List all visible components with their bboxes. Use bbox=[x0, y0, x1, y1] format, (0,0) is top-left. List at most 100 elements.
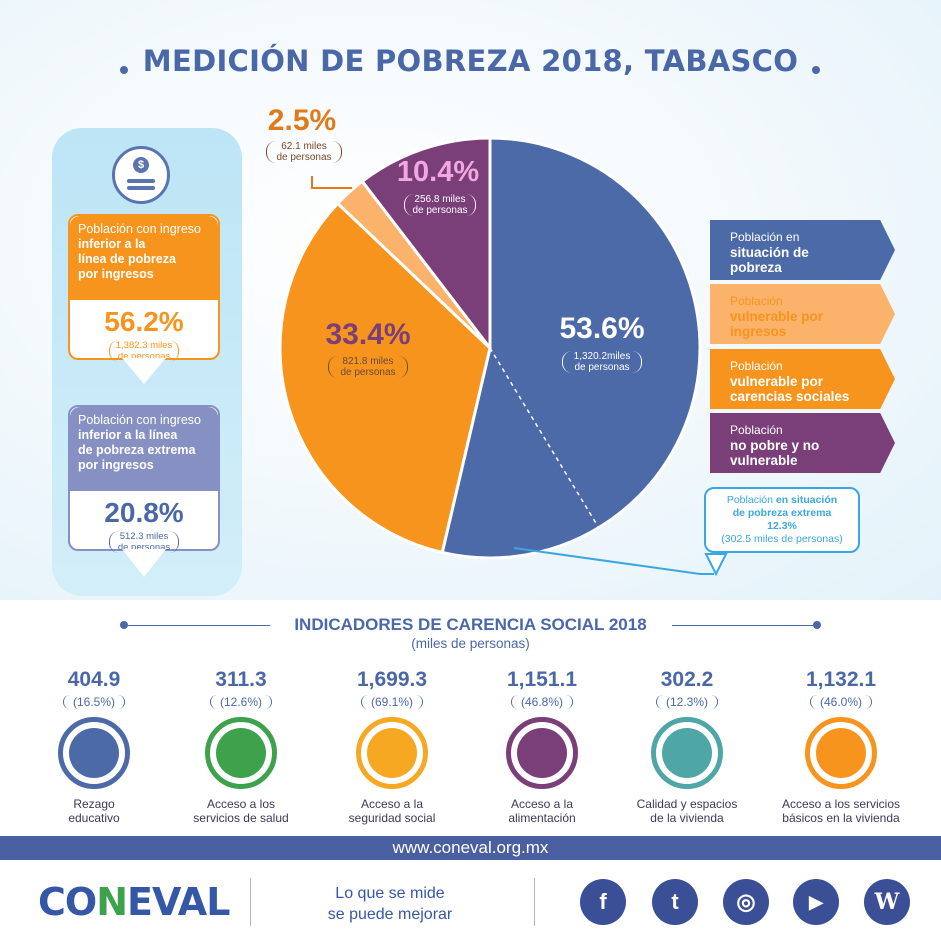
pencil-icon bbox=[58, 717, 130, 789]
instagram-icon[interactable]: ◎ bbox=[723, 879, 769, 925]
pie-slice-poverty bbox=[440, 136, 702, 560]
card-text: Población con ingreso bbox=[78, 222, 201, 236]
indicator-pct: (12.6%) bbox=[210, 695, 272, 709]
legend-text: no pobre y no bbox=[730, 438, 820, 453]
slice-sub-carencias: 821.8 miles de personas bbox=[328, 356, 408, 378]
indicator-name-text: Calidad y espacios bbox=[636, 797, 738, 811]
legend-item-vulnerable-ingresos: Población vulnerable por ingresos bbox=[710, 284, 895, 344]
coneval-logo: CONEVAL bbox=[38, 880, 230, 924]
wordpress-icon[interactable]: W bbox=[864, 879, 910, 925]
indicator-name-text: Acceso a la bbox=[510, 797, 574, 811]
slice-sub-no-pobre: 256.8 miles de personas bbox=[404, 194, 476, 216]
indicator-name: Acceso a los servicios básicos en la vivi… bbox=[766, 797, 916, 825]
card-text: de pobreza extrema bbox=[78, 443, 196, 457]
count-text: 512.3 miles bbox=[119, 531, 169, 542]
slogan: Lo que se mide se puede mejorar bbox=[290, 883, 490, 925]
slice-sub-text: 62.1 miles bbox=[281, 141, 327, 152]
indicators-rule-right bbox=[672, 625, 814, 626]
callout-tail bbox=[704, 553, 728, 577]
indicator-name: Rezago educativo bbox=[19, 797, 169, 825]
indicator-vivienda: 302.2 (12.3%) Calidad y espacios de la vi… bbox=[612, 668, 762, 825]
extreme-text: en situación bbox=[775, 494, 838, 506]
indicator-pct: (69.1%) bbox=[361, 695, 423, 709]
slice-label-carencias: 33.4% bbox=[325, 318, 411, 351]
legend-text: ingresos bbox=[730, 324, 787, 339]
indicators-title: INDICADORES DE CARENCIA SOCIAL 2018 bbox=[294, 615, 647, 634]
indicators-dot-right bbox=[813, 621, 821, 629]
coin-stack-bar bbox=[127, 186, 155, 190]
income-poverty-card: Población con ingreso inferior a la líne… bbox=[68, 214, 220, 362]
title-dot-right bbox=[812, 66, 820, 74]
indicator-name-text: Rezago bbox=[73, 797, 115, 811]
coin-stack-bar bbox=[127, 179, 155, 183]
indicator-name-text: servicios de salud bbox=[193, 811, 289, 825]
legend-text: Población en bbox=[730, 230, 800, 244]
logo-text: CO bbox=[38, 880, 97, 924]
card-text: por ingresos bbox=[78, 267, 154, 281]
slice-sub-text: de personas bbox=[276, 152, 332, 163]
indicator-rezago-educativo: 404.9 (16.5%) Rezago educativo bbox=[19, 668, 169, 825]
slice-label-poverty: 53.6% bbox=[559, 312, 645, 345]
indicator-value: 404.9 bbox=[67, 668, 121, 691]
legend-item-vulnerable-carencias: Población vulnerable por carencias socia… bbox=[710, 349, 895, 409]
legend-text: Población bbox=[730, 294, 783, 308]
logo-text: EVAL bbox=[127, 880, 230, 924]
extreme-text: Población bbox=[726, 494, 773, 506]
extreme-income-poverty-pct: 20.8% bbox=[104, 497, 184, 528]
card-text: línea de pobreza bbox=[78, 252, 176, 266]
twitter-icon[interactable]: t bbox=[652, 879, 698, 925]
slice-sub-text: de personas bbox=[574, 362, 630, 373]
slice-sub-text: 1,320.2miles bbox=[573, 351, 631, 362]
icon-fill bbox=[517, 728, 567, 778]
indicator-value: 1,151.1 bbox=[506, 668, 578, 691]
ingresos-label-leader bbox=[311, 176, 352, 189]
legend-text: pobreza bbox=[730, 260, 782, 275]
legend-item-poverty: Población en situación de pobreza bbox=[710, 220, 895, 280]
pie-slice-carencias bbox=[278, 201, 492, 555]
extreme-income-poverty-count: 512.3 miles de personas bbox=[109, 531, 179, 553]
indicator-name: Acceso a los servicios de salud bbox=[166, 797, 316, 825]
indicator-name-text: alimentación bbox=[508, 811, 576, 825]
website-link[interactable]: www.coneval.org.mx bbox=[0, 836, 941, 860]
extreme-line2: de pobreza extrema bbox=[732, 507, 832, 519]
indicator-name-text: básicos en la vivienda bbox=[782, 811, 900, 825]
indicator-name-text: Acceso a los bbox=[206, 797, 276, 811]
extreme-pct: 12.3% bbox=[767, 520, 797, 532]
extreme-poverty-divider bbox=[489, 347, 600, 529]
slogan-text: se puede mejorar bbox=[327, 906, 453, 923]
card-text: inferior a la línea bbox=[78, 428, 178, 442]
page-title: MEDICIÓN DE POBREZA 2018, TABASCO bbox=[142, 44, 799, 78]
poverty-pie-chart bbox=[278, 136, 702, 560]
legend-text: situación de bbox=[730, 245, 809, 260]
indicator-value: 311.3 bbox=[215, 668, 267, 691]
income-poverty-heading: Población con ingreso inferior a la líne… bbox=[70, 216, 218, 300]
indicator-name-text: educativo bbox=[68, 811, 120, 825]
indicator-name: Acceso a la alimentación bbox=[467, 797, 617, 825]
slice-sub-poverty: 1,320.2miles de personas bbox=[562, 351, 642, 373]
indicator-servicios-basicos: 1,132.1 (46.0%) Acceso a los servicios bá… bbox=[766, 668, 916, 825]
icon-fill bbox=[662, 728, 712, 778]
slice-sub-ingresos: 62.1 miles de personas bbox=[266, 141, 342, 163]
indicator-pct: (46.8%) bbox=[511, 695, 573, 709]
extreme-poverty-callout: Población en situación de pobreza extrem… bbox=[704, 487, 860, 553]
indicator-salud: 311.3 (12.6%) Acceso a los servicios de s… bbox=[166, 668, 316, 825]
legend-text: vulnerable bbox=[730, 453, 798, 468]
youtube-icon[interactable]: ▶ bbox=[793, 879, 839, 925]
slice-sub-text: 821.8 miles bbox=[342, 356, 394, 367]
card-pointer bbox=[122, 358, 166, 384]
coin-icon: $ bbox=[133, 157, 149, 173]
legend-item-no-pobre: Población no pobre y no vulnerable bbox=[710, 413, 895, 473]
indicator-name: Calidad y espacios de la vivienda bbox=[612, 797, 762, 825]
card-text: Población con ingreso bbox=[78, 413, 201, 427]
icon-fill bbox=[69, 728, 119, 778]
facebook-icon[interactable]: f bbox=[580, 879, 626, 925]
slice-label-ingresos: 2.5% bbox=[267, 104, 337, 137]
money-icon: $ bbox=[112, 146, 170, 204]
callout-line bbox=[513, 547, 714, 575]
legend-text: Población bbox=[730, 423, 783, 437]
indicator-name-text: de la vivienda bbox=[650, 811, 724, 825]
footer-divider bbox=[250, 878, 251, 926]
extreme-sub: (302.5 miles de personas) bbox=[721, 533, 843, 545]
indicator-alimentacion: 1,151.1 (46.8%) Acceso a la alimentación bbox=[467, 668, 617, 825]
card-text: por ingresos bbox=[78, 458, 154, 472]
